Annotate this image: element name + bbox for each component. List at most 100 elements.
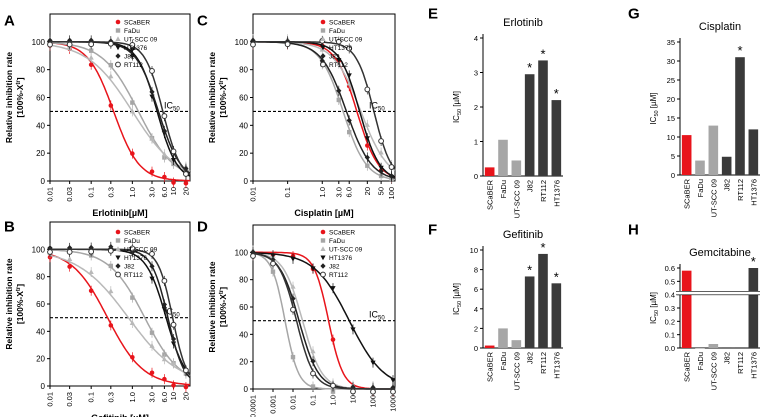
x-tick-label: 0.3 xyxy=(106,392,115,402)
data-point xyxy=(388,173,395,179)
y-tick-label: 40 xyxy=(239,121,248,130)
data-point xyxy=(390,378,396,383)
y-tick-label: 100 xyxy=(235,248,249,257)
data-point xyxy=(330,382,336,389)
bracket: ] xyxy=(15,77,25,80)
x-tick-label: HT1376 xyxy=(552,352,561,379)
x-tick-label: 10 xyxy=(169,392,178,400)
legend-marker xyxy=(320,53,326,59)
legend-marker xyxy=(320,19,326,25)
data-point xyxy=(183,181,189,186)
y-label-sub: 50 xyxy=(457,301,463,307)
data-point xyxy=(370,360,376,366)
data-point xyxy=(108,103,114,108)
data-point xyxy=(130,151,135,156)
bar-j82 xyxy=(524,276,535,348)
data-point xyxy=(378,138,385,144)
data-point xyxy=(336,97,341,103)
significance-star: * xyxy=(540,240,545,255)
data-point xyxy=(388,164,395,170)
curve-ht1376 xyxy=(253,252,396,381)
bar-fadu xyxy=(498,328,508,348)
legend-entry: J82 xyxy=(124,54,135,61)
data-point xyxy=(67,256,73,261)
legend-marker xyxy=(115,36,121,41)
y-tick-label: 0 xyxy=(671,171,675,180)
legend-entry: FaDu xyxy=(329,28,345,35)
y-tick-label: 60 xyxy=(36,94,45,103)
y-label-unit: [µM] xyxy=(649,92,658,110)
panel-letter: E xyxy=(428,5,438,22)
data-point xyxy=(170,360,177,366)
y-tick-label: 25 xyxy=(667,76,675,85)
bar-scaber xyxy=(484,167,495,176)
legend-entry: RT112 xyxy=(124,272,143,279)
panel-letter: G xyxy=(628,5,640,22)
legend-entry: J82 xyxy=(329,264,340,271)
y-tick-label: 0 xyxy=(474,344,478,353)
data-point xyxy=(149,263,155,270)
data-point xyxy=(66,41,73,48)
data-point xyxy=(365,163,370,168)
ic50-label: IC50 xyxy=(164,100,180,112)
data-point xyxy=(346,80,352,86)
data-point xyxy=(108,62,114,68)
axis-break-gap xyxy=(674,291,760,295)
significance-star: * xyxy=(527,60,532,75)
y-label-unit: [µM] xyxy=(452,283,461,301)
x-tick-label: 1.0 xyxy=(329,395,338,405)
data-point xyxy=(290,306,296,313)
significance-star: * xyxy=(540,46,545,61)
bar-ht1376 xyxy=(748,268,759,348)
data-point xyxy=(88,41,95,48)
bracket: ] xyxy=(15,284,25,287)
data-point xyxy=(161,301,167,308)
data-point xyxy=(365,143,370,148)
y-tick-label: 0.2 xyxy=(665,317,675,326)
x-tick-label: FaDu xyxy=(696,179,705,197)
data-point xyxy=(310,358,316,365)
x-tick-label: UT-SCC 09 xyxy=(709,352,718,390)
data-point xyxy=(161,356,167,362)
data-point xyxy=(346,73,352,79)
y-axis-label: IC50 [µM] xyxy=(649,92,660,124)
data-point xyxy=(129,47,135,53)
y-tick-label: 80 xyxy=(36,273,45,282)
data-point xyxy=(130,355,135,360)
bar-scaber xyxy=(681,135,692,175)
data-point xyxy=(319,58,325,64)
curve-scaber xyxy=(49,42,190,182)
x-axis-label: Erlotinib[µM] xyxy=(92,208,147,218)
legend-marker xyxy=(115,19,121,25)
legend-entry: RT112 xyxy=(124,62,143,69)
curve-scaber xyxy=(49,253,191,386)
data-point xyxy=(364,122,370,127)
data-point xyxy=(129,41,136,48)
x-tick-label: 6.0 xyxy=(160,392,169,402)
significance-star: * xyxy=(751,254,756,269)
legend-entry: SCaBER xyxy=(124,230,150,237)
x-tick-label: 0.1 xyxy=(87,392,96,402)
data-point xyxy=(290,283,296,289)
data-point xyxy=(149,135,155,141)
legend-marker xyxy=(320,45,326,51)
panel-letter: B xyxy=(4,218,15,235)
chart-title: Gefitinib xyxy=(503,229,543,241)
bar-rt112 xyxy=(538,253,548,348)
panel-letter: D xyxy=(197,218,208,235)
x-tick-label: 6.0 xyxy=(345,187,354,197)
data-point xyxy=(149,370,155,376)
bar-j82 xyxy=(721,156,732,175)
data-point xyxy=(347,129,352,135)
chart-title: Cisplatin xyxy=(699,21,741,33)
data-point xyxy=(129,320,135,325)
bar-fadu xyxy=(695,348,705,349)
legend-entry: HT1376 xyxy=(329,45,353,52)
data-point xyxy=(47,41,53,48)
y-tick-label: 20 xyxy=(239,358,248,367)
x-tick-label: 0.03 xyxy=(65,187,74,202)
data-point xyxy=(310,266,316,272)
curve-rt112 xyxy=(50,41,191,176)
x-tick-label: 10 xyxy=(349,395,358,403)
